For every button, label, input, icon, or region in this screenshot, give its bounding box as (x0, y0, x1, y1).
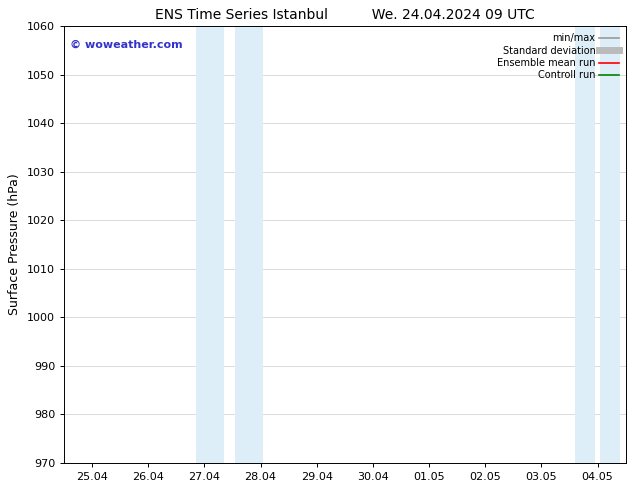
Bar (235, 26, 263, 463)
Y-axis label: Surface Pressure (hPa): Surface Pressure (hPa) (8, 173, 22, 316)
Bar (575, 26, 595, 463)
Legend: min/max, Standard deviation, Ensemble mean run, Controll run: min/max, Standard deviation, Ensemble me… (495, 31, 621, 82)
Text: © woweather.com: © woweather.com (70, 39, 183, 49)
Title: ENS Time Series Istanbul          We. 24.04.2024 09 UTC: ENS Time Series Istanbul We. 24.04.2024 … (155, 8, 534, 23)
Bar (196, 26, 224, 463)
Bar (600, 26, 620, 463)
